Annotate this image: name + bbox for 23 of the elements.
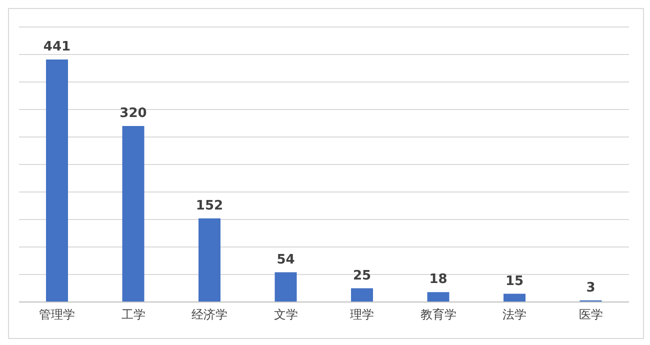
- x-tick-label: 医学: [578, 308, 603, 322]
- x-tick-label: 理学: [350, 308, 374, 322]
- x-tick-label: 管理学: [39, 308, 76, 322]
- x-tick-label: 教育学: [420, 308, 456, 322]
- x-tick-label: 文学: [274, 308, 298, 322]
- bar: [427, 292, 450, 302]
- bar: [122, 126, 144, 302]
- data-label: 3: [586, 280, 596, 296]
- x-tick-label: 经济学: [192, 308, 228, 322]
- bar: [351, 288, 373, 302]
- data-label: 441: [43, 39, 71, 54]
- bar: [274, 272, 297, 302]
- bar: [504, 294, 526, 302]
- x-tick-label: 法学: [502, 308, 527, 322]
- data-label: 54: [276, 252, 295, 268]
- x-tick-label: 工学: [121, 308, 146, 322]
- data-label: 18: [429, 272, 448, 288]
- data-label: 152: [196, 198, 224, 214]
- data-label: 25: [352, 268, 372, 284]
- data-label: 15: [505, 274, 524, 289]
- data-label: 320: [120, 106, 147, 121]
- bar: [46, 59, 68, 302]
- bar: [198, 218, 220, 302]
